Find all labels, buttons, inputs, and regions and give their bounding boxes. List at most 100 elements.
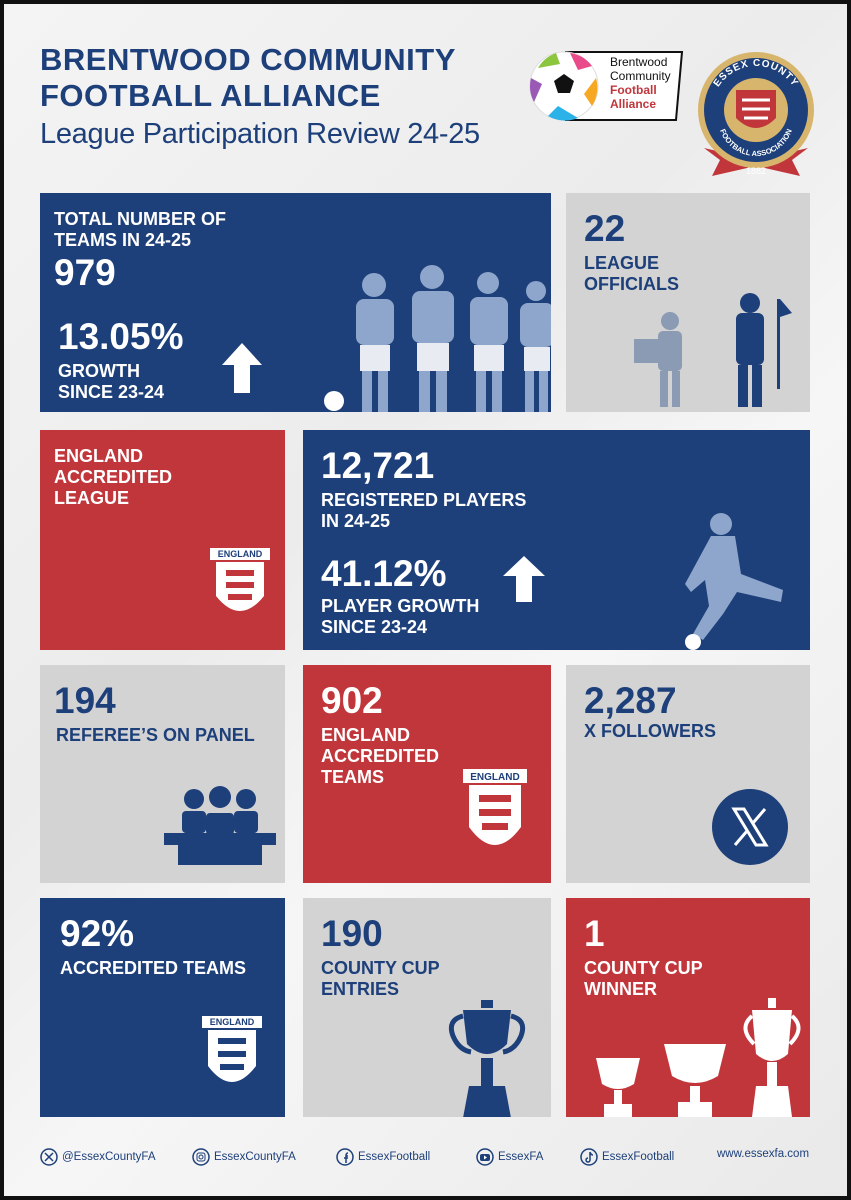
label-line: GROWTH — [58, 361, 140, 381]
footer-text: EssexCountyFA — [214, 1151, 296, 1163]
label-line: SINCE 23-24 — [321, 617, 428, 637]
title-line: BRENTWOOD COMMUNITY — [40, 42, 456, 77]
footer-text: www.essexfa.com — [717, 1148, 810, 1160]
label-line: PLAYER GROWTH — [321, 596, 480, 616]
followers-tile: 2,287 X FOLLOWERS — [566, 665, 810, 883]
england-crest: ENGLAND — [463, 769, 527, 845]
accredited-league-tile: ENGLAND ACCREDITED LEAGUE ENGLAND — [40, 430, 285, 650]
x-logo — [712, 789, 788, 865]
label-line: ACCREDITED — [321, 746, 440, 766]
players-tile: 12,721 REGISTERED PLAYERS IN 24-25 41.12… — [303, 430, 810, 650]
title-line: FOOTBALL ALLIANCE — [40, 78, 381, 113]
logo-text: Alliance — [610, 97, 656, 111]
england-crest: ENGLAND — [210, 548, 270, 611]
players-illustration — [324, 265, 551, 412]
tile-label: REFEREE’S ON PANEL — [56, 725, 255, 746]
referees-tile: 194 REFEREE’S ON PANEL — [40, 665, 285, 883]
tile-growth-label: GROWTH SINCE 23-24 — [58, 361, 164, 403]
label-line: IN 24-25 — [321, 511, 391, 531]
logo-text: Football — [610, 83, 657, 97]
title: BRENTWOOD COMMUNITY FOOTBALL ALLIANCE — [40, 42, 456, 114]
tile-label: COUNTY CUP ENTRIES — [321, 958, 440, 1000]
label-line: COUNTY CUP — [321, 958, 440, 978]
tile-label: REGISTERED PLAYERS IN 24-25 — [321, 490, 526, 532]
label-line: COUNTY CUP — [584, 958, 703, 978]
label-line: SINCE 23-24 — [58, 382, 165, 402]
league-logo: Brentwood Community Football Alliance — [529, 51, 684, 121]
tile-value: 12,721 — [321, 445, 435, 486]
footer-text: EssexFootball — [602, 1151, 675, 1163]
teams-tile: TOTAL NUMBER OF TEAMS IN 24-25 979 13.05… — [40, 193, 551, 412]
officials-illustration — [634, 293, 792, 407]
tile-label: COUNTY CUP WINNER — [584, 958, 703, 1000]
footer-item: www.essexfa.com — [717, 1148, 809, 1160]
tiktok-icon — [580, 1148, 598, 1166]
crest-text: ENGLAND — [218, 549, 263, 559]
cup-entries-tile: 190 COUNTY CUP ENTRIES — [303, 898, 551, 1117]
tile-value: 190 — [321, 913, 383, 954]
tile-growth: 41.12% — [321, 553, 447, 594]
footer-item: EssexFA — [476, 1148, 543, 1166]
footer-item: EssexFootball — [580, 1148, 674, 1166]
label-line: ENTRIES — [321, 979, 400, 999]
label-line: X FOLLOWERS — [584, 721, 716, 741]
label-line: LEAGUE — [54, 488, 130, 508]
footer-item: EssexCountyFA — [192, 1148, 296, 1166]
facebook-icon — [336, 1148, 354, 1166]
trophies-icon — [596, 998, 801, 1117]
tile-label: X FOLLOWERS — [584, 721, 716, 742]
percent-accredited-tile: 92% ACCREDITED TEAMS ENGLAND — [40, 898, 285, 1117]
tile-label: ENGLAND ACCREDITED LEAGUE — [54, 446, 172, 509]
county-badge: ESSEX COUNTY FOOTBALL ASSOCIATION 1882 — [698, 52, 814, 176]
panel-icon — [164, 786, 276, 865]
footer-text: EssexFA — [498, 1151, 544, 1163]
crest-text: ENGLAND — [210, 1017, 255, 1027]
label-line: OFFICIALS — [584, 274, 679, 294]
label-line: REFEREE’S ON PANEL — [56, 725, 255, 745]
label-line: TEAMS — [321, 767, 384, 787]
tile-value: 92% — [60, 913, 135, 954]
label-line: WINNER — [584, 979, 657, 999]
label-line: REGISTERED PLAYERS — [321, 490, 527, 510]
badge-year: 1882 — [746, 166, 766, 176]
trophy-icon — [448, 1000, 526, 1117]
label-line: ACCREDITED — [54, 467, 173, 487]
tile-value: 22 — [584, 208, 626, 249]
tile-growth-label: PLAYER GROWTH SINCE 23-24 — [321, 596, 479, 638]
footer-text: EssexFootball — [358, 1151, 431, 1163]
tile-value: 902 — [321, 680, 383, 721]
tile-value: 194 — [54, 680, 116, 721]
accredited-teams-tile: 902 ENGLAND ACCREDITED TEAMS ENGLAND — [303, 665, 551, 883]
tile-value: 2,287 — [584, 680, 677, 721]
tile-growth: 13.05% — [58, 316, 184, 357]
tile-value: 979 — [54, 252, 116, 293]
footer-item: EssexFootball — [336, 1148, 430, 1166]
tile-label: LEAGUE OFFICIALS — [584, 253, 679, 295]
instagram-icon — [192, 1148, 210, 1166]
player-illustration — [685, 513, 783, 650]
label-line: ENGLAND — [54, 446, 143, 466]
up-arrow — [503, 556, 545, 602]
label-line: TEAMS IN 24-25 — [54, 230, 192, 250]
footer-item: @EssexCountyFA — [40, 1148, 156, 1166]
footer-text: @EssexCountyFA — [62, 1151, 156, 1163]
label-line: ACCREDITED TEAMS — [60, 958, 247, 978]
subtitle: League Participation Review 24-25 — [40, 118, 480, 150]
tile-label: ENGLAND ACCREDITED TEAMS — [321, 725, 439, 788]
cup-winner-tile: 1 COUNTY CUP WINNER — [566, 898, 810, 1117]
england-crest: ENGLAND — [202, 1016, 262, 1082]
tile-value: 1 — [584, 913, 605, 954]
label-line: ENGLAND — [321, 725, 410, 745]
up-arrow — [222, 343, 262, 393]
logo-text: Brentwood — [610, 55, 667, 69]
youtube-icon — [476, 1148, 494, 1166]
logo-text: Community — [610, 69, 671, 83]
tile-label: ACCREDITED TEAMS — [60, 958, 246, 979]
officials-tile: 22 LEAGUE OFFICIALS — [566, 193, 810, 412]
crest-text: ENGLAND — [470, 772, 519, 783]
x-icon — [40, 1148, 58, 1166]
label-line: LEAGUE — [584, 253, 660, 273]
label-line: TOTAL NUMBER OF — [54, 209, 226, 229]
tile-label: TOTAL NUMBER OF TEAMS IN 24-25 — [54, 209, 226, 251]
